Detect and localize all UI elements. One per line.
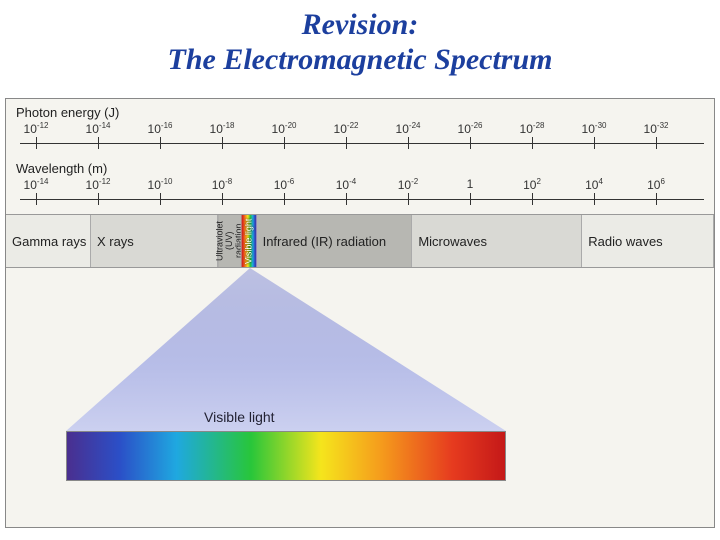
axis-tick <box>36 137 37 149</box>
photon-energy-label: Photon energy (J) <box>16 105 119 120</box>
axis-tick-label: 10-8 <box>212 177 232 192</box>
axis-tick-label: 1 <box>467 177 474 191</box>
axis-tick-label: 10-12 <box>24 121 49 136</box>
axis-tick-label: 10-22 <box>334 121 359 136</box>
axis-tick-label: 10-4 <box>336 177 356 192</box>
axis-tick <box>408 137 409 149</box>
axis-tick <box>656 193 657 205</box>
axis-tick <box>532 193 533 205</box>
axis-tick <box>594 193 595 205</box>
axis-tick-label: 10-26 <box>458 121 483 136</box>
axis-tick-label: 10-32 <box>644 121 669 136</box>
axis-tick <box>222 193 223 205</box>
spectrum-band: Infrared (IR) radiation <box>257 215 413 267</box>
wavelength-scale: 10-14 10-12 10-10 10-8 10-6 10-4 10-2 1 102 104 10… <box>6 177 714 207</box>
spectrum-band: Ultraviolet (UV) radiation <box>218 215 241 267</box>
axis-tick-label: 10-18 <box>210 121 235 136</box>
axis-tick-label: 104 <box>585 177 603 192</box>
axis-tick-label: 10-14 <box>24 177 49 192</box>
axis-tick <box>656 137 657 149</box>
axis-tick-label: 102 <box>523 177 541 192</box>
wavelength-axis-line <box>20 199 704 200</box>
spectrum-band: Microwaves <box>412 215 582 267</box>
axis-tick-label: 10-14 <box>86 121 111 136</box>
photon-energy-axis-line <box>20 143 704 144</box>
title-line1: Revision: <box>0 8 720 43</box>
wavelength-label: Wavelength (m) <box>16 161 107 176</box>
spectrum-diagram: Photon energy (J) 10-1210-1410-1610-1810… <box>5 98 715 528</box>
spectrum-band: X rays <box>91 215 218 267</box>
axis-tick <box>408 193 409 205</box>
page-title: Revision: The Electromagnetic Spectrum <box>0 0 720 77</box>
axis-tick <box>160 137 161 149</box>
axis-tick-label: 10-6 <box>274 177 294 192</box>
visible-light-bar <box>66 431 506 481</box>
axis-tick-label: 10-30 <box>582 121 607 136</box>
axis-tick <box>346 193 347 205</box>
axis-tick-label: 10-10 <box>148 177 173 192</box>
axis-tick-label: 10-2 <box>398 177 418 192</box>
title-line2: The Electromagnetic Spectrum <box>0 43 720 78</box>
axis-tick <box>98 137 99 149</box>
axis-tick-label: 106 <box>647 177 665 192</box>
axis-tick <box>470 193 471 205</box>
axis-tick <box>594 137 595 149</box>
axis-tick <box>346 137 347 149</box>
spectrum-band: Gamma rays <box>6 215 91 267</box>
axis-tick-label: 10-20 <box>272 121 297 136</box>
axis-tick <box>532 137 533 149</box>
spectrum-bands: Gamma raysX raysUltraviolet (UV) radiati… <box>6 214 714 268</box>
axis-tick <box>160 193 161 205</box>
axis-tick <box>36 193 37 205</box>
axis-tick <box>98 193 99 205</box>
axis-tick-label: 10-28 <box>520 121 545 136</box>
spectrum-band: Visible light <box>241 215 257 267</box>
spectrum-band: Radio waves <box>582 215 714 267</box>
axis-tick <box>470 137 471 149</box>
axis-tick <box>284 193 285 205</box>
visible-light-label: Visible light <box>204 409 275 425</box>
axis-tick <box>222 137 223 149</box>
axis-tick-label: 10-24 <box>396 121 421 136</box>
axis-tick <box>284 137 285 149</box>
axis-tick-label: 10-16 <box>148 121 173 136</box>
axis-tick-label: 10-12 <box>86 177 111 192</box>
photon-energy-scale: 10-12 10-14 10-16 10-18 10-20 10-22 10-24 10-26… <box>6 121 714 151</box>
